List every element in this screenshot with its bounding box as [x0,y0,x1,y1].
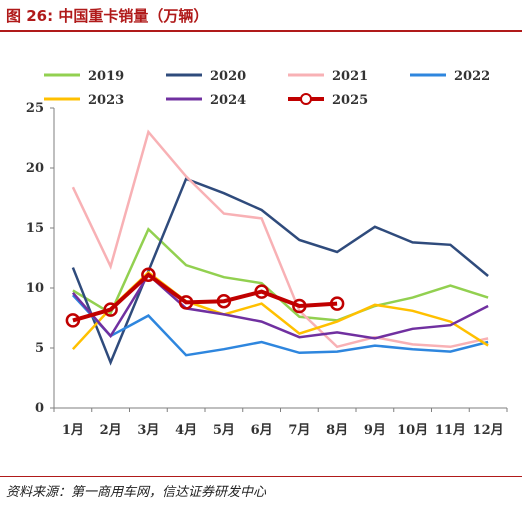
legend-item: 2021 [288,69,368,84]
x-tick-label: 11月 [435,423,466,438]
legend-label: 2020 [210,69,246,84]
series-2021 [71,129,489,349]
y-tick-label: 20 [26,161,44,176]
source-note: 资料来源：第一商用车网，信达证券研发中心 [6,485,267,500]
legend-label: 2025 [332,93,368,108]
series-2025 [65,267,345,328]
data-point [216,293,232,309]
chart-legend: 2019 2020 2021 2022 2023 2024 2025 [44,69,490,108]
series-line [71,270,489,351]
y-tick-label: 25 [26,101,44,116]
x-tick-label: 7月 [288,423,310,438]
legend-item: 2024 [166,93,246,108]
data-point [141,267,156,283]
chart-series [65,129,489,366]
title-divider [0,30,522,32]
legend-label: 2022 [454,69,490,84]
x-tick-label: 10月 [397,423,428,438]
data-point [254,284,269,299]
y-tick-label: 15 [26,221,44,236]
legend-label: 2023 [88,93,124,108]
data-point [329,296,345,311]
y-tick-label: 0 [35,401,44,416]
x-tick-label: 4月 [175,423,197,438]
x-tick-label: 9月 [364,423,386,438]
series-line [71,129,489,349]
y-tick-label: 10 [26,281,44,296]
figure-header: 图 26: 中国重卡销量（万辆） [0,0,522,30]
legend-item: 2023 [44,93,124,108]
series-line [71,177,489,366]
x-tick-label: 2月 [100,423,122,438]
series-line [71,294,489,357]
data-point [65,313,81,328]
legend-label: 2019 [88,69,124,84]
x-tick-label: 5月 [213,423,235,438]
legend-label: 2024 [210,93,246,108]
x-tick-label: 12月 [473,423,504,438]
series-2022 [71,294,489,357]
data-point [103,302,118,317]
data-point [178,295,194,310]
legend-label: 2021 [332,69,368,84]
x-tick-label: 1月 [62,423,84,438]
legend-item: 2025 [288,93,368,108]
legend-item: 2020 [166,69,246,84]
legend-marker [300,93,312,105]
series-2023 [71,270,489,351]
series-line [71,272,489,340]
x-tick-label: 3月 [137,423,159,438]
series-2020 [71,177,489,366]
series-2024 [71,272,489,340]
legend-item: 2022 [410,69,490,84]
y-tick-label: 5 [35,341,44,356]
data-point [292,298,307,314]
legend-item: 2019 [44,69,124,84]
x-tick-label: 6月 [251,423,273,438]
footer-divider [0,476,522,477]
figure-title: 图 26: 中国重卡销量（万辆） [6,7,209,25]
x-tick-label: 8月 [326,423,348,438]
chart-axes: 0 5 10 15 20 25 1月 2月 3月 4月 5月 6月 7月 8月 9月 10月 11月 12月 [26,101,508,438]
